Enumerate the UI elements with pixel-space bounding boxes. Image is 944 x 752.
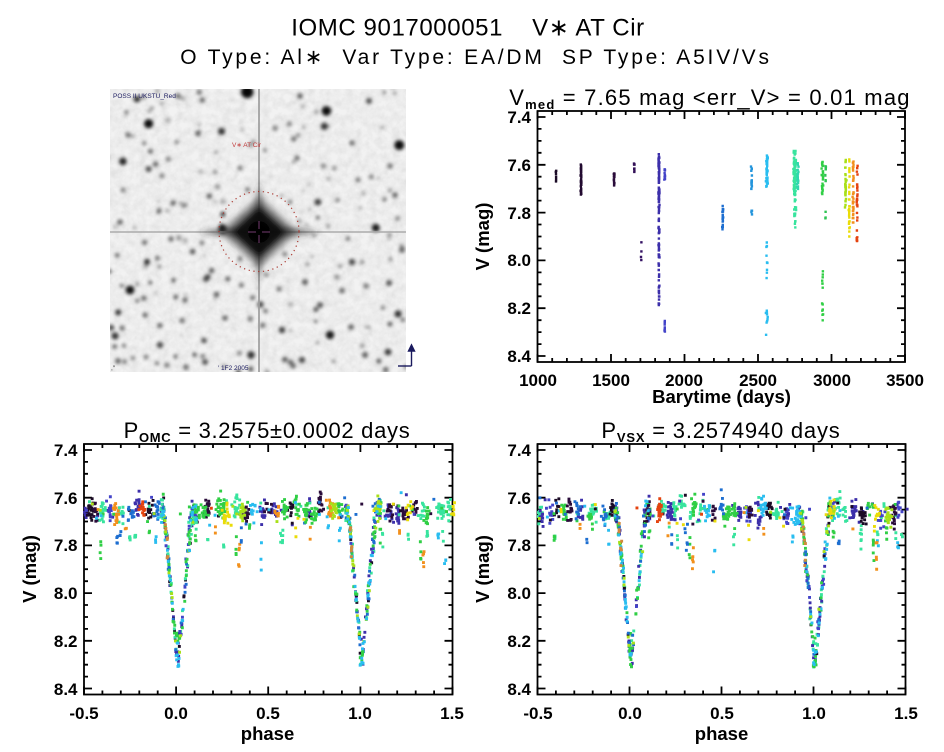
svg-text:0.0: 0.0 — [618, 704, 642, 723]
svg-text:8.2: 8.2 — [54, 632, 78, 651]
svg-text:1500: 1500 — [592, 371, 630, 390]
svg-text:7.6: 7.6 — [54, 489, 78, 508]
svg-text:,′′: ,′′ — [111, 365, 116, 372]
svg-text:0.0: 0.0 — [164, 704, 188, 723]
svg-text:3500: 3500 — [886, 371, 924, 390]
svg-text:8.2: 8.2 — [507, 299, 531, 318]
svg-text:8.4: 8.4 — [507, 680, 531, 699]
svg-text:1.5: 1.5 — [440, 704, 464, 723]
svg-text:7.4: 7.4 — [507, 441, 531, 460]
svg-text:′ 1F2 2005: ′ 1F2 2005 — [218, 365, 249, 372]
svg-text:V∗ AT Cir: V∗ AT Cir — [232, 142, 262, 149]
svg-text:POSS II UKSTU_Red: POSS II UKSTU_Red — [113, 93, 176, 100]
svg-text:7.8: 7.8 — [54, 536, 78, 555]
svg-text:1000: 1000 — [519, 371, 557, 390]
svg-text:Vmed = 7.65 mag <err_V> = 0.01: Vmed = 7.65 mag <err_V> = 0.01 mag — [509, 85, 910, 112]
svg-text:2500: 2500 — [739, 371, 777, 390]
svg-text:1.5: 1.5 — [894, 704, 918, 723]
svg-text:2000: 2000 — [665, 371, 703, 390]
svg-text:7.6: 7.6 — [507, 156, 531, 175]
svg-text:1.0: 1.0 — [802, 704, 826, 723]
svg-text:8.2: 8.2 — [507, 632, 531, 651]
svg-text:O Type: Al∗ Var Type: EA/DM: O Type: Al∗ Var Type: EA/DM SP Type: A5I… — [180, 46, 772, 69]
svg-text:8.0: 8.0 — [507, 584, 531, 603]
svg-text:0.5: 0.5 — [256, 704, 280, 723]
svg-text:8.4: 8.4 — [507, 347, 531, 366]
svg-text:7.6: 7.6 — [507, 489, 531, 508]
svg-text:V (mag): V (mag) — [19, 535, 40, 603]
svg-text:V (mag): V (mag) — [472, 535, 493, 603]
svg-text:POMC = 3.2575±0.0002 days: POMC = 3.2575±0.0002 days — [124, 418, 411, 445]
svg-text:IOMC 9017000051 V∗ AT Cir: IOMC 9017000051 V∗ AT Cir — [291, 15, 645, 42]
svg-text:7.4: 7.4 — [54, 441, 78, 460]
svg-text:8.0: 8.0 — [54, 584, 78, 603]
svg-text:0.5: 0.5 — [710, 704, 734, 723]
svg-text:-0.5: -0.5 — [69, 704, 98, 723]
svg-text:8.4: 8.4 — [54, 680, 78, 699]
svg-text:7.4: 7.4 — [507, 108, 531, 127]
svg-text:Barytime (days): Barytime (days) — [652, 386, 791, 407]
svg-text:V (mag): V (mag) — [472, 203, 493, 271]
svg-text:7.8: 7.8 — [507, 536, 531, 555]
svg-text:1.0: 1.0 — [348, 704, 372, 723]
svg-text:-0.5: -0.5 — [523, 704, 552, 723]
svg-text:8.0: 8.0 — [507, 251, 531, 270]
svg-text:phase: phase — [241, 723, 294, 744]
svg-text:7.8: 7.8 — [507, 204, 531, 223]
svg-text:3000: 3000 — [813, 371, 851, 390]
svg-text:phase: phase — [695, 723, 748, 744]
